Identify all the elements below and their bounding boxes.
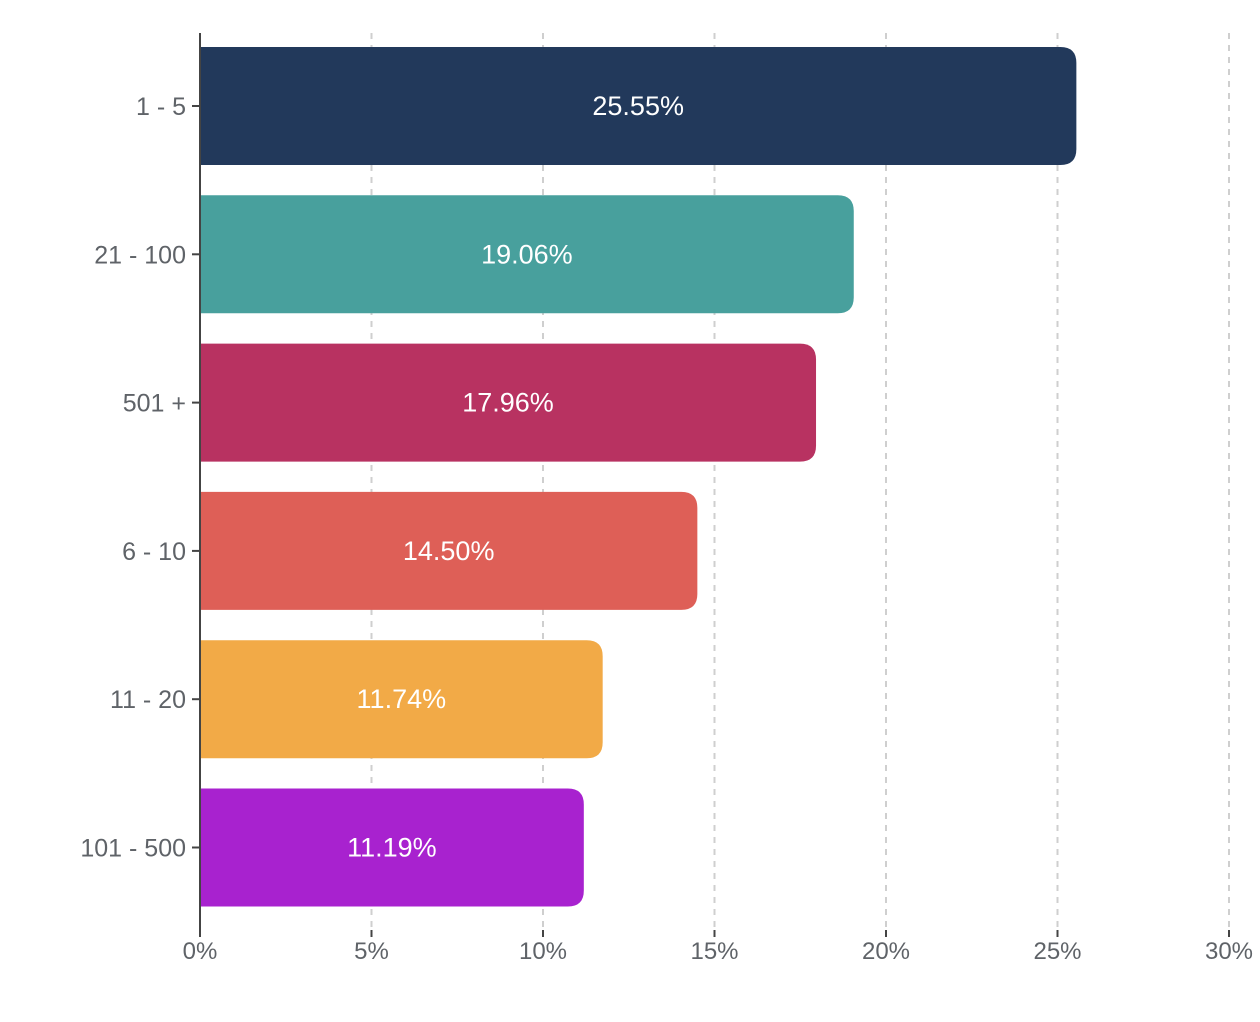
- bar-21-100: [200, 195, 854, 314]
- axes: [192, 33, 1230, 937]
- bar-value-label: 25.55%: [592, 91, 684, 121]
- category-label: 11 - 20: [110, 686, 186, 714]
- x-tick-label: 15%: [690, 938, 738, 965]
- bar-value-label: 14.50%: [403, 536, 495, 566]
- category-label: 21 - 100: [94, 241, 186, 269]
- x-tick-label: 10%: [519, 938, 567, 965]
- category-label: 6 - 10: [122, 538, 186, 566]
- bar-501: [200, 343, 817, 462]
- bar-value-label: 19.06%: [481, 239, 573, 269]
- grid-lines: [370, 33, 1230, 930]
- bar-11-20: [200, 640, 603, 759]
- x-tick-label: 30%: [1205, 938, 1253, 965]
- x-tick-label: 0%: [183, 938, 218, 965]
- bar-value-label: 17.96%: [462, 388, 554, 418]
- bar-1-5: [200, 47, 1077, 165]
- category-label: 101 - 500: [80, 835, 186, 863]
- category-label: 1 - 5: [136, 93, 186, 121]
- x-tick-label: 5%: [354, 938, 389, 965]
- category-label: 501 +: [123, 390, 186, 418]
- x-tick-label: 20%: [862, 938, 910, 965]
- bar-101-500: [200, 788, 584, 907]
- labels: 0% 5% 10% 15% 20% 25% 30% 25.55% 1 - 5 19.06% 21 -…: [80, 91, 1253, 965]
- bar-value-label: 11.19%: [347, 833, 437, 863]
- bar-value-label: 11.74%: [357, 684, 447, 714]
- bar-6-10: [200, 491, 698, 610]
- x-tick-label: 25%: [1033, 938, 1081, 965]
- bars: [200, 47, 1077, 907]
